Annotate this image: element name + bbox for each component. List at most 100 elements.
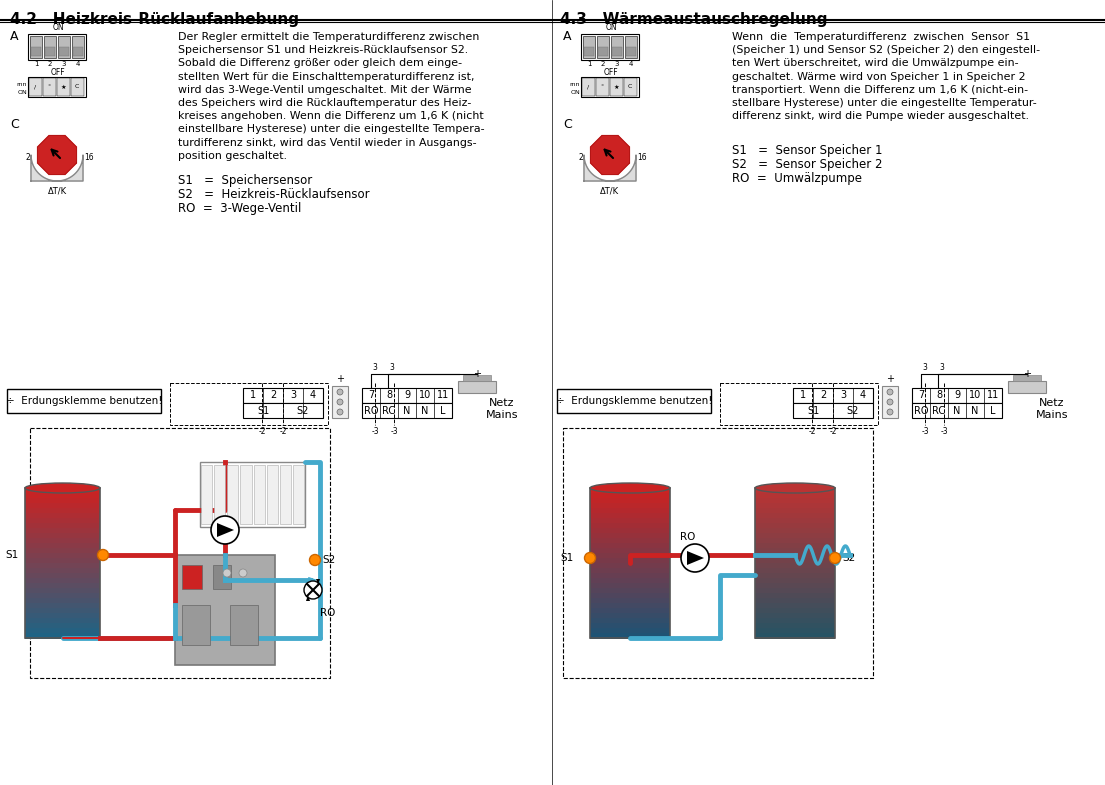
Text: -3: -3 (390, 427, 398, 436)
Bar (755, 633, 835, 638)
Bar (755, 498, 835, 503)
Text: 2: 2 (48, 61, 52, 67)
Text: 3: 3 (923, 363, 927, 372)
Text: 3: 3 (290, 390, 296, 400)
Bar (30, 36, 42, 58)
Bar (590, 493, 670, 498)
Text: 3: 3 (62, 61, 66, 67)
Text: 2: 2 (820, 390, 827, 400)
Bar (590, 488, 670, 638)
Text: -3: -3 (371, 427, 379, 436)
Bar (590, 618, 670, 623)
Circle shape (97, 550, 108, 560)
Text: 4: 4 (860, 390, 866, 400)
Text: L: L (990, 406, 996, 415)
Text: geschaltet. Wärme wird von Speicher 1 in Speicher 2: geschaltet. Wärme wird von Speicher 1 in… (732, 71, 1025, 82)
Text: -3: -3 (940, 427, 948, 436)
Text: A: A (10, 30, 19, 43)
Bar (44, 36, 56, 58)
Ellipse shape (25, 483, 99, 493)
Bar (720, 383, 878, 425)
Bar (28, 34, 86, 60)
Text: 3: 3 (840, 390, 846, 400)
Text: -2: -2 (829, 427, 836, 436)
Circle shape (304, 581, 322, 599)
Text: Der Regler ermittelt die Temperaturdifferenz zwischen: Der Regler ermittelt die Temperaturdiffe… (178, 32, 480, 42)
Bar (213, 565, 231, 589)
Bar (590, 518, 670, 524)
Bar (611, 36, 623, 58)
Bar (755, 593, 835, 598)
Text: S2   =  Sensor Speicher 2: S2 = Sensor Speicher 2 (732, 159, 883, 171)
Text: /: / (34, 85, 36, 89)
Text: RO  =  Umwälzpumpe: RO = Umwälzpumpe (732, 173, 862, 185)
Polygon shape (31, 155, 83, 181)
Bar (590, 548, 670, 553)
Bar (598, 47, 608, 56)
Bar (623, 78, 636, 96)
Bar (590, 503, 670, 509)
Bar (230, 605, 257, 645)
Bar (25, 583, 99, 589)
Text: kreises angehoben. Wenn die Differenz um 1,6 K (nicht: kreises angehoben. Wenn die Differenz um… (178, 111, 484, 121)
Text: °: ° (48, 85, 51, 89)
Bar (590, 563, 670, 568)
Text: C: C (628, 85, 632, 89)
Text: +: + (1023, 369, 1031, 379)
Bar (590, 603, 670, 608)
Bar (25, 493, 99, 498)
Bar (1008, 381, 1046, 393)
Bar (590, 623, 670, 629)
Bar (590, 558, 670, 564)
Bar (170, 383, 328, 425)
Text: 16: 16 (636, 154, 646, 162)
Text: Netz
Mains: Netz Mains (486, 398, 518, 421)
Text: S1: S1 (256, 406, 270, 415)
Text: N: N (954, 406, 960, 415)
Text: Wenn  die  Temperaturdifferenz  zwischen  Sensor  S1: Wenn die Temperaturdifferenz zwischen Se… (732, 32, 1030, 42)
Text: 11: 11 (987, 390, 999, 400)
Text: S2: S2 (322, 555, 335, 565)
Text: /: / (587, 85, 589, 89)
Ellipse shape (590, 483, 670, 493)
Bar (590, 528, 670, 534)
Bar (755, 588, 835, 593)
Circle shape (239, 569, 248, 577)
Text: S1   =  Speichersensor: S1 = Speichersensor (178, 174, 313, 187)
Bar (25, 488, 99, 494)
Bar (25, 543, 99, 549)
Circle shape (830, 553, 841, 564)
Text: -2: -2 (808, 427, 815, 436)
Text: 2: 2 (25, 154, 30, 162)
Circle shape (337, 399, 343, 405)
Bar (25, 523, 99, 528)
Text: +: + (473, 369, 481, 379)
Bar (25, 503, 99, 509)
Bar (755, 503, 835, 509)
Bar (25, 608, 99, 614)
Bar (201, 465, 212, 524)
FancyBboxPatch shape (557, 389, 711, 413)
Bar (590, 538, 670, 543)
Bar (457, 381, 496, 393)
Text: position geschaltet.: position geschaltet. (178, 151, 287, 161)
Bar (280, 465, 291, 524)
Text: 3: 3 (390, 363, 394, 372)
Bar (25, 633, 99, 638)
Text: RC: RC (933, 406, 946, 415)
Bar (42, 78, 55, 96)
Text: stellbare Hysterese) unter die eingestellte Temperatur-: stellbare Hysterese) unter die eingestel… (732, 98, 1036, 108)
Text: rnn: rnn (17, 82, 27, 87)
Text: 4: 4 (309, 390, 316, 400)
Bar (755, 488, 835, 638)
Bar (882, 386, 898, 418)
Text: 11: 11 (436, 390, 449, 400)
Text: Sobald die Differenz größer oder gleich dem einge-: Sobald die Differenz größer oder gleich … (178, 58, 462, 68)
Text: Speichersensor S1 und Heizkreis-Rücklaufsensor S2.: Speichersensor S1 und Heizkreis-Rücklauf… (178, 46, 469, 55)
Text: -2: -2 (259, 427, 265, 436)
Bar (596, 78, 609, 96)
Bar (590, 608, 670, 614)
Bar (25, 628, 99, 633)
Bar (581, 78, 594, 96)
Bar (590, 573, 670, 579)
